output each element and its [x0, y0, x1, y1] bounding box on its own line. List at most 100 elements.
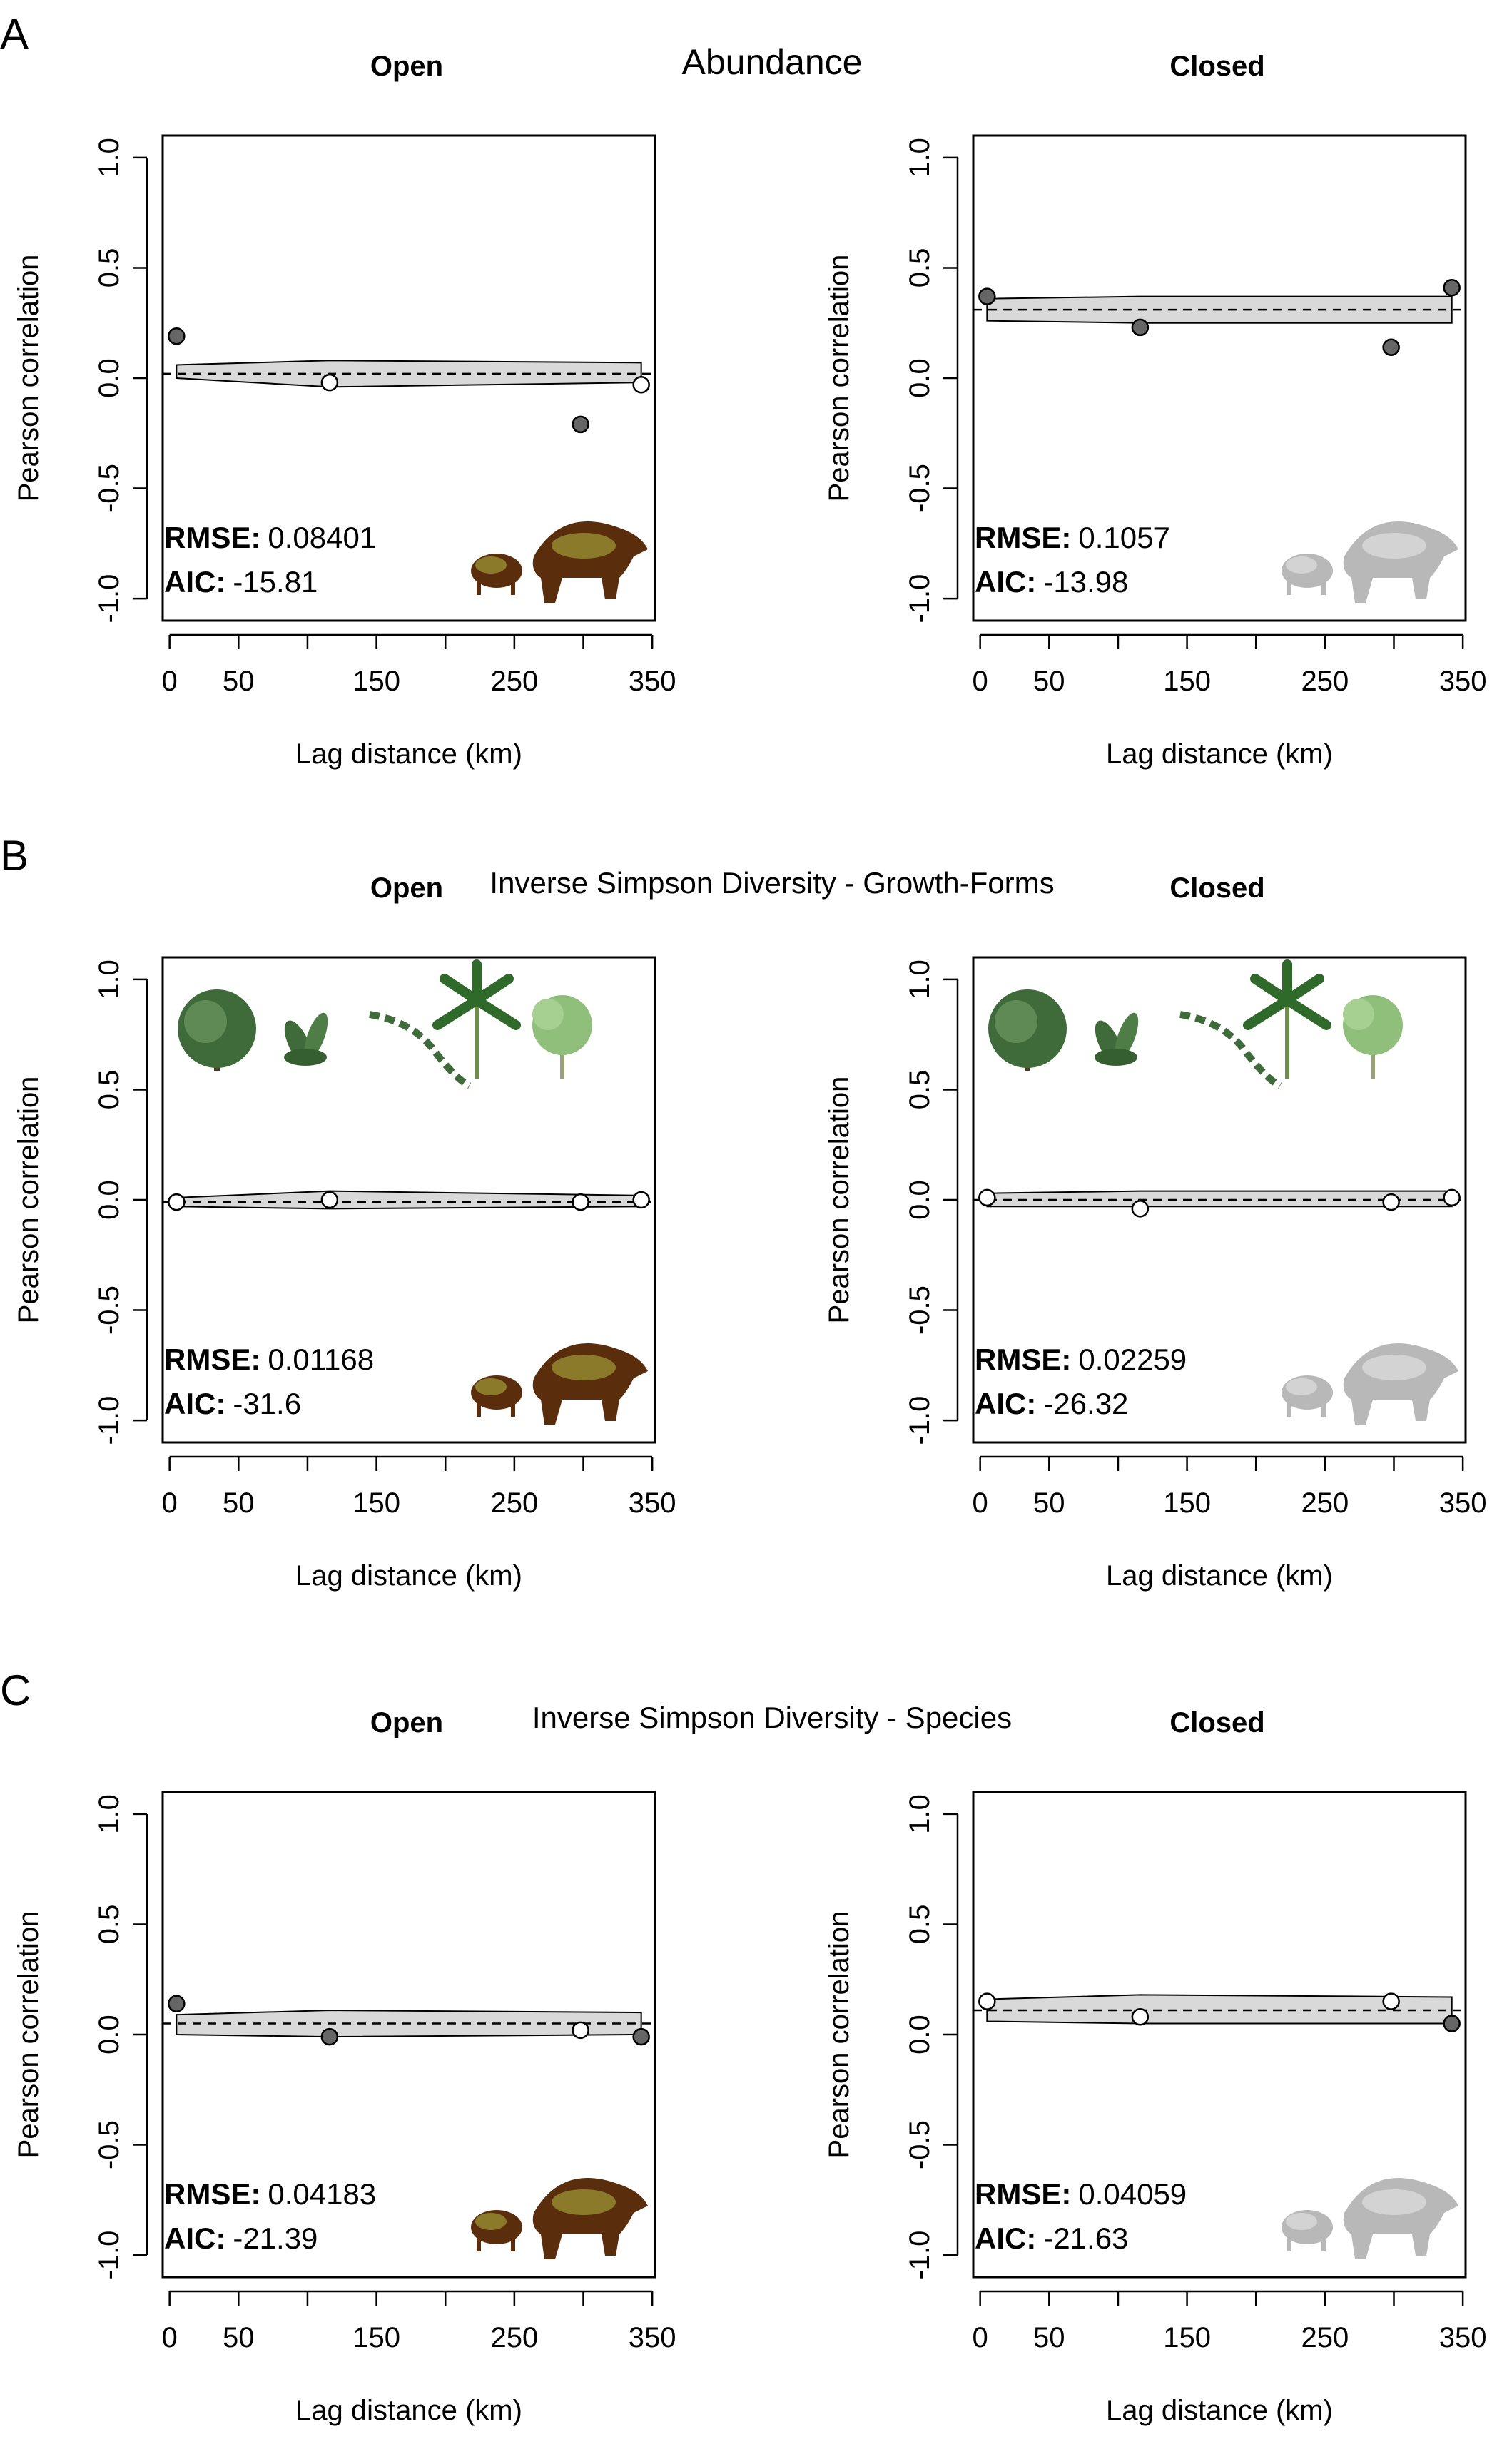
- y-tick-label: 1.0: [904, 1794, 935, 1834]
- rmse-value: 0.08401: [268, 521, 376, 554]
- y-tick-label: 0.5: [904, 1070, 935, 1110]
- rmse-value: 0.01168: [268, 1343, 374, 1376]
- x-tick-label: 250: [490, 1487, 538, 1519]
- x-tick-label: 0: [973, 1487, 988, 1519]
- aic-readout: AIC: -15.81: [164, 565, 318, 599]
- y-axis-label: Pearson correlation: [13, 255, 44, 502]
- y-axis-label: Pearson correlation: [13, 1911, 44, 2159]
- x-tick-label: 50: [1033, 1487, 1065, 1519]
- data-point: [632, 2027, 650, 2046]
- panel-title: Closed: [1169, 1707, 1264, 1738]
- plot-frame: [161, 1791, 656, 2279]
- data-point: [1443, 279, 1461, 297]
- aic-label: AIC:: [164, 2221, 225, 2255]
- x-tick-label: 0: [162, 666, 178, 697]
- rmse-label: RMSE:: [975, 1343, 1071, 1376]
- y-tick-label: 1.0: [904, 959, 935, 999]
- y-tick-label: -0.5: [93, 464, 125, 513]
- y-tick-label: 1.0: [904, 138, 935, 178]
- data-point: [632, 1191, 650, 1209]
- aic-value: -21.63: [1043, 2221, 1128, 2255]
- plot-frame: [972, 134, 1467, 622]
- panel-title: Closed: [1169, 51, 1264, 82]
- panel-open: Open RMSE: 0.04183 AIC: -21.39 0 50 150 250 350 La…: [13, 1707, 676, 2426]
- data-point: [320, 1191, 339, 1209]
- data-point: [1382, 1992, 1400, 2010]
- aic-readout: AIC: -31.6: [164, 1387, 301, 1420]
- y-tick-label: 0.0: [93, 358, 125, 398]
- section-title: Inverse Simpson Diversity - Species: [532, 1701, 1012, 1734]
- panel-title: Closed: [1169, 872, 1264, 904]
- null-envelope: [986, 1190, 1453, 1208]
- null-envelope: [986, 1994, 1453, 2025]
- x-tick-label: 250: [490, 2322, 538, 2353]
- x-tick-label: 0: [973, 666, 988, 697]
- rmse-readout: RMSE: 0.04059: [975, 2177, 1187, 2211]
- y-tick-label: 0.5: [904, 1905, 935, 1945]
- x-tick-label: 350: [1439, 2322, 1487, 2353]
- x-tick-label: 0: [162, 2322, 178, 2353]
- x-tick-label: 0: [973, 2322, 988, 2353]
- section-b: B Inverse Simpson Diversity - Growth-Form…: [0, 832, 1487, 1592]
- x-axis-label: Lag distance (km): [295, 738, 522, 770]
- data-point: [1382, 338, 1400, 356]
- y-tick-label: 0.5: [93, 1070, 125, 1110]
- rmse-label: RMSE:: [975, 521, 1071, 554]
- data-point: [978, 287, 996, 305]
- aic-readout: AIC: -21.39: [164, 2221, 318, 2255]
- y-tick-label: 0.0: [93, 1180, 125, 1220]
- data-point: [1131, 2008, 1150, 2026]
- x-tick-label: 50: [223, 2322, 255, 2353]
- data-point: [1443, 2015, 1461, 2032]
- rmse-value: 0.02259: [1078, 1343, 1187, 1376]
- rmse-label: RMSE:: [164, 2177, 260, 2211]
- x-axis-label: Lag distance (km): [1106, 1560, 1333, 1592]
- aic-readout: AIC: -26.32: [975, 1387, 1128, 1420]
- animal-icons: [471, 521, 648, 603]
- y-tick-label: -0.5: [93, 1286, 125, 1335]
- x-tick-label: 150: [352, 1487, 400, 1519]
- aic-value: -13.98: [1043, 565, 1128, 599]
- y-tick-label: -1.0: [93, 2231, 125, 2280]
- aic-value: -21.39: [233, 2221, 318, 2255]
- data-point: [1443, 1188, 1461, 1207]
- aic-label: AIC:: [164, 1387, 225, 1420]
- x-axis-label: Lag distance (km): [1106, 2395, 1333, 2426]
- aic-label: AIC:: [164, 565, 225, 599]
- x-tick-label: 250: [1301, 666, 1349, 697]
- x-axis-label: Lag distance (km): [295, 2395, 522, 2426]
- y-tick-label: 1.0: [93, 138, 125, 178]
- data-point: [978, 1188, 996, 1207]
- y-tick-label: 0.5: [904, 248, 935, 288]
- rmse-readout: RMSE: 0.02259: [975, 1343, 1187, 1376]
- vine-icon: [369, 1011, 472, 1089]
- y-tick-label: 0.0: [904, 358, 935, 398]
- data-point: [572, 1193, 589, 1211]
- aic-readout: AIC: -13.98: [975, 565, 1128, 599]
- aic-label: AIC:: [975, 2221, 1036, 2255]
- x-tick-label: 50: [223, 1487, 255, 1519]
- x-tick-label: 350: [629, 1487, 676, 1519]
- x-tick-label: 350: [629, 2322, 676, 2353]
- y-axis-label: Pearson correlation: [823, 1911, 855, 2159]
- data-point: [572, 2021, 589, 2040]
- data-point: [320, 2027, 339, 2046]
- data-point: [168, 1995, 186, 2012]
- data-point: [632, 376, 650, 394]
- x-axis-label: Lag distance (km): [1106, 738, 1333, 770]
- aic-value: -31.6: [233, 1387, 301, 1420]
- y-axis-label: Pearson correlation: [823, 1076, 855, 1324]
- plot-frame: [972, 1791, 1467, 2279]
- x-tick-label: 350: [1439, 666, 1487, 697]
- animal-icons: [1282, 1343, 1458, 1425]
- x-tick-label: 50: [1033, 666, 1065, 697]
- y-tick-label: -0.5: [93, 2120, 125, 2169]
- y-tick-label: 1.0: [93, 1794, 125, 1834]
- y-tick-label: 0.5: [93, 248, 125, 288]
- animal-icons: [1282, 521, 1458, 603]
- panel-open: Open RMSE: 0.01168 AIC: -31.6 0 50 150 250 350 Lag…: [13, 872, 676, 1592]
- x-tick-label: 150: [1163, 1487, 1211, 1519]
- x-tick-label: 150: [352, 666, 400, 697]
